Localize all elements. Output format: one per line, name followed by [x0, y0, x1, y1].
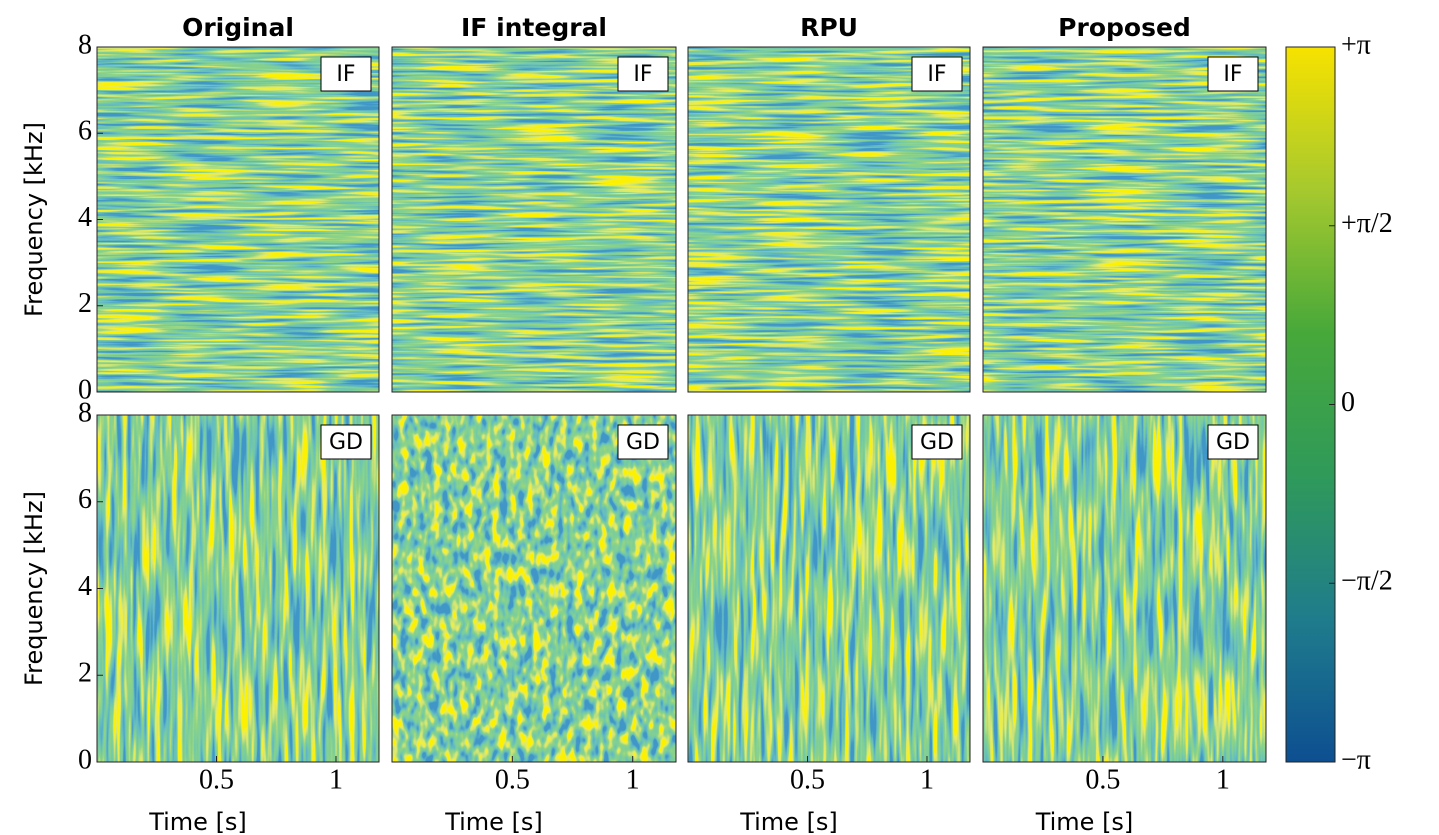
y-tick-label: 4 — [78, 202, 92, 233]
tag-box — [1207, 56, 1259, 92]
tag-box — [911, 424, 963, 460]
colorbar-tick-label: +π — [1341, 29, 1371, 60]
colorbar-tick-label: +π/2 — [1341, 208, 1393, 239]
colorbar-tick-label: 0 — [1341, 387, 1355, 418]
column-title: RPU — [800, 13, 858, 42]
x-tick-label: 0.5 — [495, 764, 530, 795]
column-title: Proposed — [1058, 13, 1191, 42]
tag-box — [911, 56, 963, 92]
axes-frame — [982, 46, 1267, 393]
colorbar — [1285, 46, 1336, 763]
y-axis-label: Frequency [kHz] — [20, 122, 48, 317]
heatmap-texture — [97, 415, 379, 762]
y-tick-label: 2 — [78, 658, 92, 689]
panel-tag: GD — [626, 430, 660, 455]
panel-tag: IF — [336, 62, 355, 87]
heatmap-texture — [392, 415, 676, 762]
y-tick-label: 0 — [78, 744, 92, 775]
x-tick-label: 0.5 — [790, 764, 825, 795]
axes-frame — [391, 46, 677, 393]
colorbar-tick-label: −π/2 — [1341, 566, 1393, 597]
tag-box — [617, 56, 669, 92]
x-axis-label: Time [s] — [148, 808, 247, 835]
y-axis-label: Frequency [kHz] — [20, 491, 48, 686]
x-axis-label: Time [s] — [444, 808, 543, 835]
x-tick-label: 1 — [920, 764, 934, 795]
heatmap-texture — [688, 47, 970, 392]
tag-box — [1207, 424, 1259, 460]
x-tick-label: 1 — [1216, 764, 1230, 795]
panel-tag: IF — [1223, 62, 1242, 87]
axes-frame — [687, 46, 971, 393]
heatmap-texture — [392, 47, 676, 392]
x-tick-label: 1 — [626, 764, 640, 795]
axes-frame — [391, 414, 677, 763]
tag-box — [320, 56, 372, 92]
column-title: IF integral — [461, 13, 607, 42]
y-tick-label: 6 — [78, 484, 92, 515]
panel-tag: IF — [927, 62, 946, 87]
x-tick-label: 0.5 — [1085, 764, 1120, 795]
heatmap-texture — [983, 47, 1266, 392]
tag-box — [320, 424, 372, 460]
column-title: Original — [182, 13, 294, 42]
x-tick-label: 1 — [329, 764, 343, 795]
panel-tag: IF — [633, 62, 652, 87]
heatmap-texture — [97, 47, 379, 392]
x-tick-label: 0.5 — [199, 764, 234, 795]
colorbar-tick-label: −π — [1341, 744, 1371, 775]
axes-frame — [687, 414, 971, 763]
y-tick-label: 6 — [78, 116, 92, 147]
y-tick-label: 4 — [78, 571, 92, 602]
heatmap-texture — [983, 415, 1266, 762]
panel-tag: GD — [920, 430, 954, 455]
axes-frame — [982, 414, 1267, 763]
y-tick-label: 8 — [78, 29, 92, 60]
y-tick-label: 0 — [78, 374, 92, 405]
tag-box — [617, 424, 669, 460]
y-tick-label: 8 — [78, 397, 92, 428]
x-axis-label: Time [s] — [1035, 808, 1134, 835]
panel-tag: GD — [329, 430, 363, 455]
x-axis-label: Time [s] — [739, 808, 838, 835]
y-tick-label: 2 — [78, 288, 92, 319]
panel-tag: GD — [1216, 430, 1250, 455]
heatmap-texture — [688, 415, 970, 762]
